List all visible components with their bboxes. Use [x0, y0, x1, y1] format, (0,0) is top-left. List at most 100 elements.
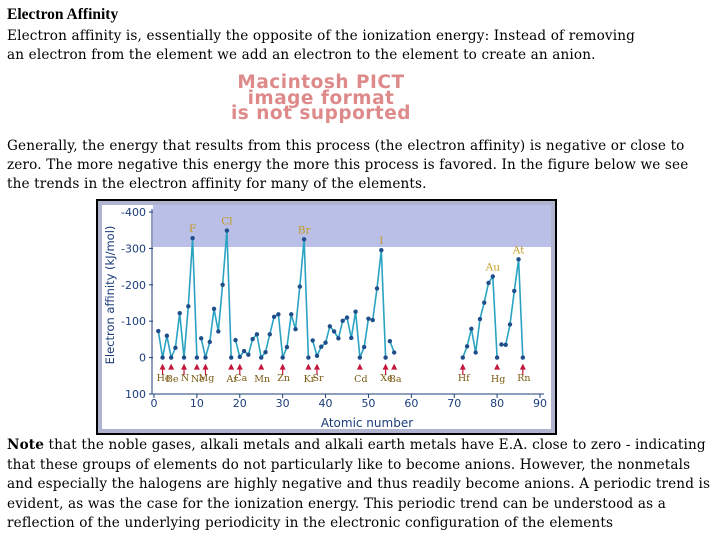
x-tick-label: 50: [361, 397, 375, 410]
element-label: Hf: [458, 373, 471, 384]
plot-band: [153, 205, 551, 247]
data-point: [503, 342, 508, 348]
data-point: [276, 312, 281, 317]
element-label: Ba: [389, 374, 402, 385]
data-point: [198, 336, 204, 341]
series-line: [200, 230, 232, 358]
data-point: [460, 355, 465, 360]
note-paragraph: Note that the noble gases, alkali metals…: [7, 436, 719, 534]
data-point: [246, 352, 251, 357]
element-label: Sr: [312, 373, 324, 384]
arrow-head: [236, 363, 243, 370]
element-label: N: [181, 373, 189, 384]
data-point: [263, 349, 268, 355]
y-tick-label: -100: [121, 315, 146, 328]
data-point: [301, 237, 307, 242]
data-point: [344, 315, 350, 320]
peak-label: Br: [298, 224, 312, 236]
arrow-head: [313, 363, 320, 370]
peak-label: Cl: [221, 216, 233, 228]
data-point: [336, 336, 341, 341]
data-point: [173, 345, 178, 350]
data-point: [297, 284, 303, 289]
data-point: [331, 329, 337, 334]
placeholder-line-1: Macintosh PICT: [237, 72, 405, 93]
electron-affinity-figure: -400 -300 -200 -100 0 100 0 10 20 30 40 50 60 70 80 90 A…: [96, 199, 557, 435]
placeholder-line-3: is not supported: [230, 103, 412, 124]
y-tick-label: 0: [139, 352, 146, 365]
data-point: [241, 348, 247, 354]
data-point: [340, 318, 345, 324]
data-point: [482, 300, 487, 305]
y-axis-label: Electron affinity (kJ/mol): [103, 226, 117, 365]
element-label: Mn: [254, 374, 270, 385]
data-point: [499, 342, 504, 347]
note-label: Note: [7, 437, 45, 453]
note-text: that the noble gases, alkali metals and …: [7, 437, 711, 532]
data-point: [512, 288, 517, 294]
data-point: [520, 355, 526, 360]
arrow-head: [258, 363, 265, 370]
data-point: [224, 228, 230, 233]
data-point: [271, 314, 277, 320]
data-point: [207, 339, 212, 345]
data-point: [160, 355, 165, 360]
data-point: [383, 355, 388, 360]
x-tick-label: 10: [190, 397, 204, 410]
arrow-head: [193, 363, 200, 370]
element-label: Hg: [491, 374, 505, 385]
data-point: [494, 355, 500, 360]
x-tick-label: 90: [533, 397, 547, 410]
data-point: [250, 336, 255, 342]
data-point: [177, 310, 182, 316]
x-tick-label: 70: [447, 397, 461, 410]
data-point: [194, 355, 200, 360]
peak-label: F: [189, 223, 196, 235]
arrow-head: [356, 363, 363, 370]
data-point: [267, 332, 272, 337]
y-tick-label: -400: [121, 206, 146, 219]
arrow-head: [159, 363, 166, 370]
arrow-head: [494, 363, 501, 370]
placeholder-line-2: image format: [247, 87, 395, 109]
data-point: [516, 257, 521, 262]
unsupported-image-placeholder: Macintosh PICT image format is not suppo…: [176, 72, 466, 124]
intro-paragraph: Electron affinity is, essentially the op…: [7, 28, 636, 63]
trend-paragraph: Generally, the energy that results from …: [7, 138, 689, 192]
data-point: [289, 312, 294, 317]
data-point: [490, 274, 496, 279]
data-point: [186, 304, 191, 309]
element-label: Be: [166, 374, 179, 385]
data-point: [229, 355, 234, 360]
data-point: [349, 335, 354, 341]
y-tick-label: -300: [121, 242, 146, 255]
arrow-head: [459, 363, 466, 370]
data-point: [469, 326, 474, 332]
arrow-head: [279, 363, 286, 370]
element-label: Ca: [234, 373, 247, 384]
arrow-head: [181, 363, 188, 370]
peak-label: Au: [485, 261, 501, 273]
data-point: [374, 286, 380, 291]
data-point: [486, 280, 491, 286]
element-label: Xe: [380, 373, 393, 384]
peak-label: At: [512, 244, 525, 256]
peak-label: I: [379, 235, 383, 247]
data-point: [473, 350, 478, 355]
arrow-head: [168, 363, 175, 370]
element-label: Cd: [354, 374, 367, 385]
page-title: Electron Affinity: [7, 6, 119, 23]
data-point: [353, 309, 358, 314]
data-point: [211, 306, 217, 312]
arrow-head: [305, 363, 312, 370]
element-label: Rn: [517, 373, 530, 384]
data-point: [284, 344, 290, 350]
element-label: Ar: [225, 374, 238, 385]
data-point: [237, 354, 242, 360]
x-tick-label: 30: [276, 397, 290, 410]
data-point: [306, 355, 311, 360]
x-tick-label: 40: [319, 397, 333, 410]
data-point: [366, 316, 371, 321]
x-tick-label: 0: [151, 397, 158, 410]
data-point: [310, 338, 315, 343]
